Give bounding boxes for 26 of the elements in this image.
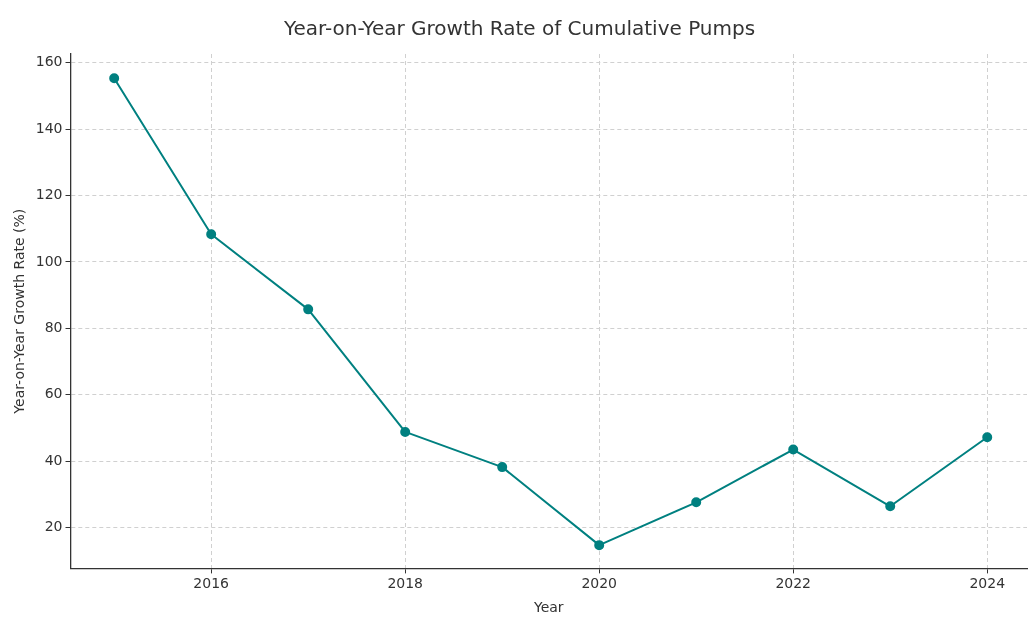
y-tick-label: 140 bbox=[35, 119, 63, 136]
point bbox=[400, 426, 411, 437]
y-tick-label: 20 bbox=[44, 518, 63, 535]
x-tick-label: 2016 bbox=[193, 575, 230, 592]
point bbox=[691, 497, 702, 508]
point bbox=[497, 462, 508, 473]
point bbox=[303, 304, 314, 315]
y-tick-label: 80 bbox=[44, 318, 63, 335]
y-tick-label: 40 bbox=[44, 451, 63, 468]
point bbox=[982, 432, 993, 443]
y-axis-title: Year-on-Year Growth Rate (%) bbox=[11, 208, 28, 415]
x-tick-label: 2024 bbox=[969, 575, 1006, 592]
point bbox=[885, 501, 896, 512]
point bbox=[109, 73, 120, 84]
point bbox=[206, 229, 217, 240]
y-tick-label: 100 bbox=[35, 252, 63, 269]
point bbox=[788, 444, 799, 455]
y-tick-label: 60 bbox=[44, 385, 63, 402]
x-tick-label: 2022 bbox=[775, 575, 812, 592]
point bbox=[594, 540, 605, 551]
x-axis-title: Year bbox=[532, 599, 564, 616]
x-tick-label: 2020 bbox=[581, 575, 618, 592]
y-tick-label: 120 bbox=[35, 186, 63, 203]
y-tick-label: 160 bbox=[35, 53, 63, 70]
x-tick-label: 2018 bbox=[387, 575, 424, 592]
chart-title: Year-on-Year Growth Rate of Cumulative Pumps bbox=[282, 16, 756, 41]
